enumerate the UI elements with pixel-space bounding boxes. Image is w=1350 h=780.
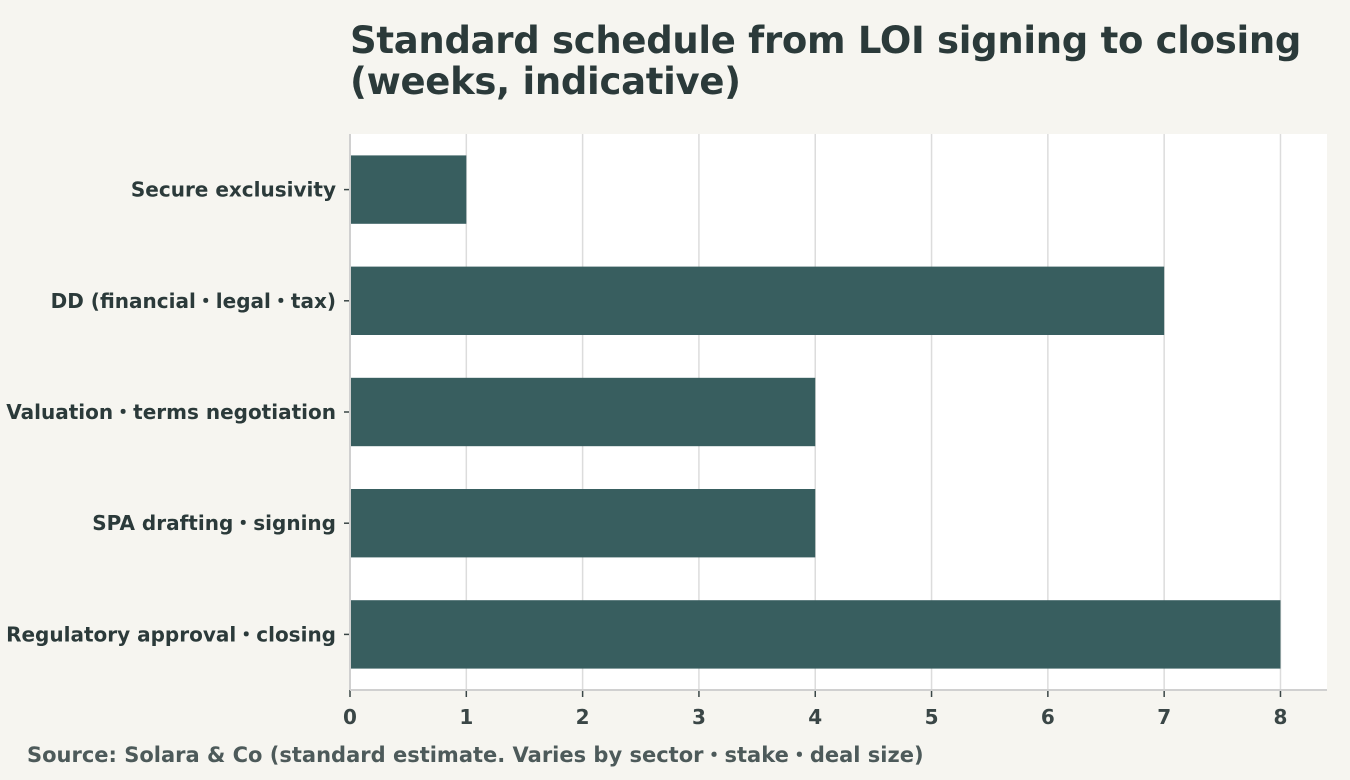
- x-tick-labels: 0 1 2 3 4 5 6 7 8: [343, 705, 1287, 729]
- category-label: Valuation・terms negotiation: [6, 400, 336, 424]
- axes: [344, 134, 1327, 697]
- bar: [350, 377, 816, 447]
- bar: [350, 600, 1281, 669]
- source-note: Source: Solara & Co (standard estimate. …: [27, 743, 924, 767]
- category-label: Secure exclusivity: [131, 178, 336, 202]
- x-tick-label: 3: [692, 705, 706, 729]
- x-tick-label: 6: [1041, 705, 1055, 729]
- x-tick-label: 2: [576, 705, 590, 729]
- x-tick-label: 5: [925, 705, 939, 729]
- bars: [350, 155, 1281, 669]
- bar: [350, 266, 1165, 335]
- x-tick-label: 8: [1274, 705, 1288, 729]
- x-tick-label: 4: [808, 705, 822, 729]
- category-label: Regulatory approval・closing: [6, 622, 336, 646]
- category-label: SPA drafting・signing: [92, 511, 336, 535]
- category-label: DD (financial・legal・tax): [51, 289, 336, 313]
- bar: [350, 489, 816, 558]
- x-tick-label: 0: [343, 705, 357, 729]
- bar: [350, 155, 467, 224]
- x-tick-label: 7: [1157, 705, 1171, 729]
- chart-title: Standard schedule from LOI signing to cl…: [350, 19, 1302, 103]
- category-labels: Secure exclusivity DD (financial・legal・ta…: [6, 178, 336, 647]
- x-tick-label: 1: [459, 705, 473, 729]
